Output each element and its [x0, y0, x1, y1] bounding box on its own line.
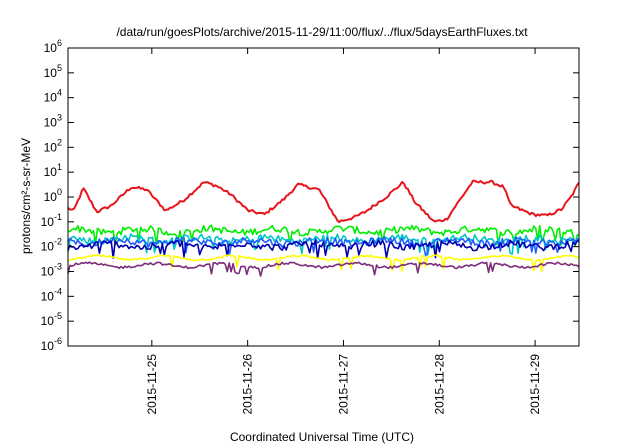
y-tick-label: 101: [44, 162, 62, 179]
x-tick-label: 2015-11-29: [528, 354, 542, 415]
y-tick-label: 104: [44, 88, 62, 105]
y-tick-label: 10-2: [41, 237, 62, 254]
y-tick-label: 103: [44, 113, 62, 130]
y-tick-label: 105: [44, 63, 62, 80]
x-axis-label: Coordinated Universal Time (UTC): [230, 430, 414, 444]
y-tick-label: 10-4: [41, 286, 62, 303]
x-tick-label: 2015-11-28: [432, 354, 446, 415]
y-tick-label: 10-5: [41, 311, 62, 328]
x-tick-label: 2015-11-25: [145, 354, 159, 415]
plot-area: 10-6 10-5 10-4 10-3 10-2 10-1 100 101 102 103 104 1…: [41, 38, 580, 415]
chart-title: /data/run/goesPlots/archive/2015-11-29/1…: [116, 25, 528, 39]
y-tick-label: 10-6: [41, 336, 62, 353]
y-tick-label: 100: [44, 187, 62, 204]
series-line-1: [67, 224, 580, 248]
series-line-5: [67, 254, 580, 273]
y-tick-label: 102: [44, 137, 62, 154]
y-tick-label: 106: [44, 38, 62, 55]
y-axis-label: protons/cm²-s-sr-MeV: [19, 138, 33, 254]
series-line-6: [67, 261, 580, 277]
x-tick-label: 2015-11-26: [241, 354, 255, 415]
series-line-4: [67, 239, 580, 260]
y-tick-label: 10-3: [41, 262, 62, 279]
y-tick-label: 10-1: [41, 212, 62, 229]
series-line-0: [67, 179, 580, 224]
x-tick-label: 2015-11-27: [336, 354, 350, 415]
